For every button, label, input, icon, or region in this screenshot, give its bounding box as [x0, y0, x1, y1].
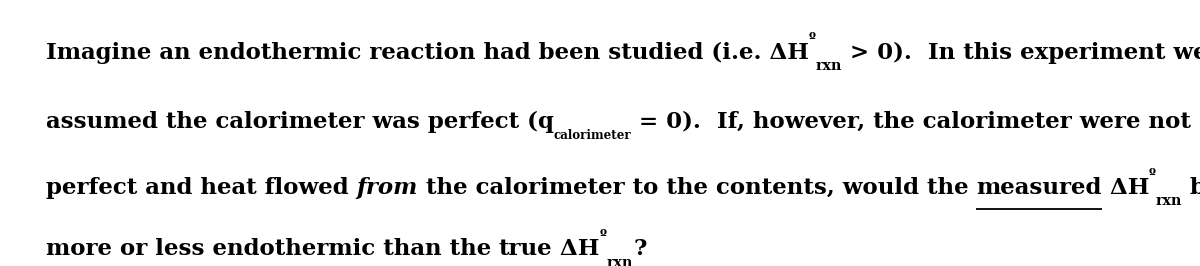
Text: = 0).  If, however, the calorimeter were not: = 0). If, however, the calorimeter were … — [631, 111, 1190, 133]
Text: from: from — [356, 177, 418, 199]
Text: calorimeter: calorimeter — [553, 129, 631, 142]
Text: > 0).  In this experiment we: > 0). In this experiment we — [842, 41, 1200, 64]
Text: º: º — [1148, 167, 1156, 181]
Text: ?: ? — [634, 238, 647, 260]
Text: rxn: rxn — [607, 256, 634, 266]
Text: rxn: rxn — [1156, 194, 1182, 208]
Text: º: º — [600, 228, 607, 242]
Text: rxn: rxn — [816, 59, 842, 73]
Text: more or less endothermic than the: more or less endothermic than the — [46, 238, 499, 260]
Text: true: true — [499, 238, 552, 260]
Text: the calorimeter to the contents, would the: the calorimeter to the contents, would t… — [418, 177, 977, 199]
Text: ΔH: ΔH — [552, 238, 600, 260]
Text: Imagine an endothermic reaction had been studied (i.e. ΔH: Imagine an endothermic reaction had been… — [46, 41, 809, 64]
Text: perfect and heat flowed: perfect and heat flowed — [46, 177, 356, 199]
Text: be: be — [1182, 177, 1200, 199]
Text: ΔH: ΔH — [1102, 177, 1148, 199]
Text: assumed the calorimeter was perfect (q: assumed the calorimeter was perfect (q — [46, 111, 553, 133]
Text: º: º — [809, 31, 816, 45]
Text: measured: measured — [977, 177, 1102, 199]
